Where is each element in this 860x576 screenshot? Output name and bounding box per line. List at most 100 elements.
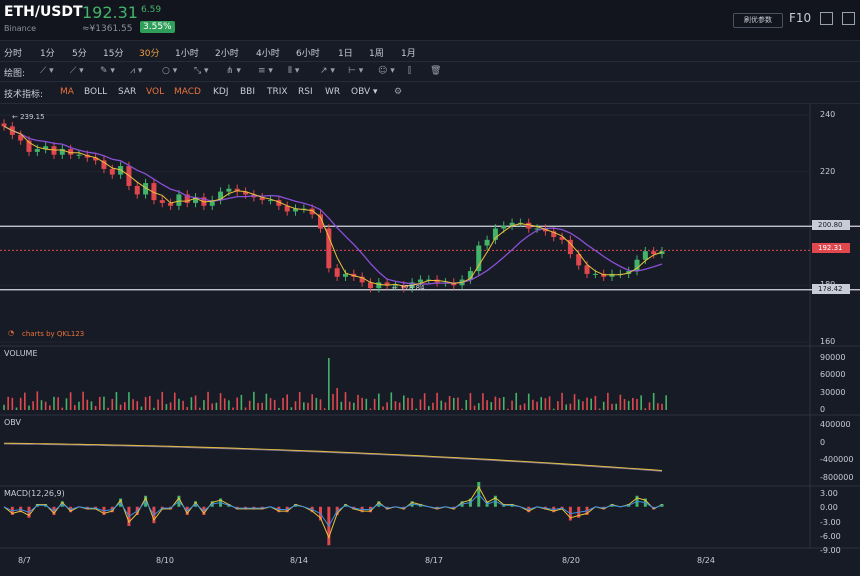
volume-title: VOLUME [4,349,38,358]
timeframe-4[interactable]: 30分 [139,49,160,59]
f10-button[interactable]: F10 [789,11,812,25]
volume-bar [169,402,172,410]
volume-axis-label: 60000 [820,370,846,379]
grid-tool-icon[interactable]: ⦀ ▾ [288,66,300,76]
fullscreen-icon[interactable] [820,12,833,25]
arrow-tool-icon[interactable]: ↗ ▾ [320,66,335,76]
volume-bar [457,397,459,410]
price-candle [567,239,573,255]
volume-bar [386,402,388,410]
volume-bar [36,391,39,410]
circle-tool-icon[interactable]: ○ ▾ [162,66,178,76]
volume-bar [432,402,434,410]
timeframe-0[interactable]: 分时 [4,49,23,59]
volume-bar [436,392,438,410]
timeframe-7[interactable]: 4小时 [256,49,280,59]
channel-tool-icon[interactable]: ≡ ▾ [258,66,273,76]
volume-bar [286,394,288,410]
indicator-obv[interactable]: OBV ▾ [351,87,378,97]
volume-bar [411,398,413,410]
timeframe-5[interactable]: 1小时 [175,49,199,59]
indicator-macd[interactable]: MACD [174,87,201,97]
volume-bar [123,402,126,410]
line-tool-icon[interactable]: ⟋ ▾ [40,66,54,76]
obv-axis-label: 0 [820,438,826,447]
timeframe-11[interactable]: 1月 [401,49,416,59]
pen-tool-icon[interactable]: ✎ ▾ [100,66,115,76]
volume-bar [107,407,109,410]
volume-bar [648,402,651,410]
volume-bar [165,404,168,410]
timeframe-2[interactable]: 5分 [72,49,87,59]
volume-bar [415,408,418,410]
volume-bar [190,397,193,410]
volume-bar [602,401,605,410]
timeframe-8[interactable]: 6小时 [296,49,320,59]
indicator-ma[interactable]: MA [60,87,74,97]
timeframe-9[interactable]: 1日 [338,49,353,59]
drawing-label: 绘图: [4,69,26,79]
indicator-kdj[interactable]: KDJ [213,87,229,97]
ticker-header: ETH/USDT Binance 192.31 6.59 ≈¥1361.55 3… [0,0,860,41]
price-candle [268,200,274,202]
timeframe-6[interactable]: 2小时 [215,49,239,59]
trash-icon[interactable]: 🗑 [430,66,442,76]
obv-title: OBV [4,418,22,427]
volume-bar [540,397,543,410]
polyline-tool-icon[interactable]: ⩘ ▾ [130,66,143,76]
obv-axis-label: -800000 [820,473,854,482]
volume-bar [544,398,547,410]
timeframe-1[interactable]: 1分 [40,49,55,59]
macd-dea-line [3,493,663,527]
indicator-bbi[interactable]: BBI [240,87,256,97]
optimize-params-button[interactable]: 刷优参数 [733,13,783,28]
volume-bar [236,397,239,410]
price-candle [109,168,115,175]
volume-bar [353,402,355,410]
timeframe-10[interactable]: 1周 [369,49,384,59]
price-candle [592,273,598,275]
volume-bar [132,399,134,410]
volume-bar [323,408,326,410]
stats-tool-icon[interactable]: ⫿ [408,66,411,76]
volume-bar [3,404,5,410]
volume-bar [248,400,251,410]
indicator-rsi[interactable]: RSI [298,87,313,97]
volume-bar [269,398,272,410]
measure-tool-icon[interactable]: ⊢ ▾ [348,66,364,76]
indicator-trix[interactable]: TRIX [267,87,288,97]
price-candle [193,197,199,203]
pair-name[interactable]: ETH/USDT [4,4,83,20]
volume-bar [652,392,655,410]
volume-bar [507,408,509,410]
volume-bar [519,405,522,410]
pitchfork-tool-icon[interactable]: ⋔ ▾ [226,66,241,76]
price-candle [184,194,190,203]
indicator-vol[interactable]: VOL [146,87,165,97]
price-candle [642,251,648,260]
indicator-sar[interactable]: SAR [118,87,137,97]
fib-tool-icon[interactable]: ⤡ ▾ [194,66,209,76]
price-candle [293,208,299,212]
price-candle [43,146,49,150]
volume-bar [223,398,226,410]
volume-bar [203,400,205,410]
price-candle [218,191,224,201]
text-tool-icon[interactable]: ☺ ▾ [378,66,395,76]
volume-bar [186,407,189,410]
price-axis-label: 180 [820,280,836,290]
price-candle [392,285,398,287]
timeframe-3[interactable]: 15分 [103,49,124,59]
indicator-wr[interactable]: WR [325,87,341,97]
volume-bar [144,397,147,410]
settings-icon[interactable] [842,12,855,25]
ray-tool-icon[interactable]: ⟋ ▾ [70,66,84,76]
volume-bar [490,402,493,410]
indicator-settings-icon[interactable]: ⚙ [394,87,403,97]
volume-bar [65,398,68,410]
volume-bar [311,394,313,410]
price-candle [634,259,640,272]
level-tag-lower: 178.42 [812,284,850,294]
indicator-boll[interactable]: BOLL [84,87,108,97]
